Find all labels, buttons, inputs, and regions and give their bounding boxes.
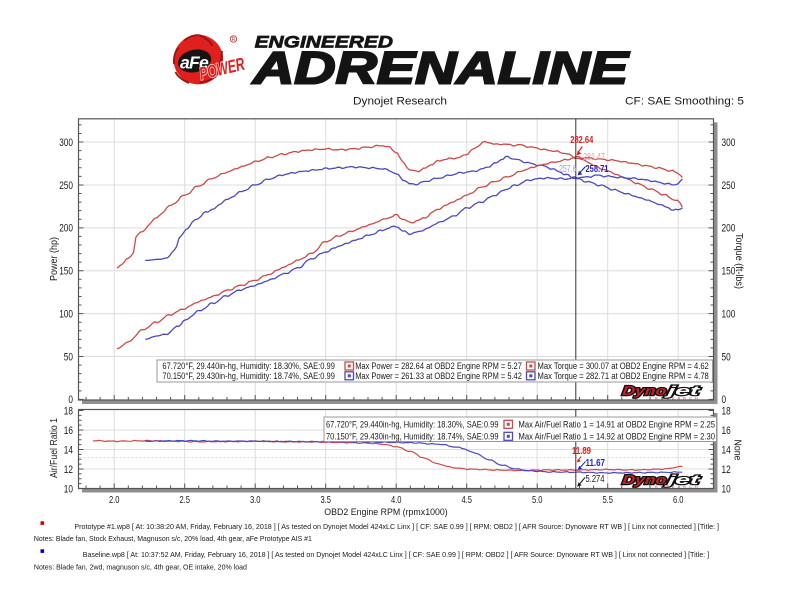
svg-text:11.67: 11.67 <box>586 458 606 469</box>
svg-text:Max Air/Fuel Ratio 1 = 14.92 a: Max Air/Fuel Ratio 1 = 14.92 at OBD2 Eng… <box>519 431 716 441</box>
svg-text:Dyno: Dyno <box>622 383 668 398</box>
svg-text:10: 10 <box>722 483 731 495</box>
svg-text:2.0: 2.0 <box>109 494 120 506</box>
svg-text:Dynojet Research: Dynojet Research <box>353 95 447 107</box>
svg-text:18: 18 <box>64 405 73 417</box>
svg-text:5.274: 5.274 <box>586 474 605 485</box>
svg-text:2.5: 2.5 <box>179 494 190 506</box>
svg-text:Torque (ft-lbs): Torque (ft-lbs) <box>733 233 744 289</box>
svg-text:100: 100 <box>59 308 73 320</box>
svg-text:200: 200 <box>59 223 73 235</box>
svg-text:14: 14 <box>722 444 731 456</box>
svg-text:3.5: 3.5 <box>320 494 331 506</box>
svg-text:12: 12 <box>722 464 731 476</box>
svg-text:Power (hp): Power (hp) <box>49 237 60 281</box>
svg-text:5.0: 5.0 <box>532 494 543 506</box>
svg-text:50: 50 <box>722 351 731 363</box>
svg-text:Notes: Blade fan, 2wd, magnuso: Notes: Blade fan, 2wd, magnuson s/c, 4th… <box>34 562 247 571</box>
svg-text:jet: jet <box>663 472 701 487</box>
svg-text:Max Power = 261.33 at OBD2 Eng: Max Power = 261.33 at OBD2 Engine RPM = … <box>355 371 522 381</box>
svg-text:70.150°F, 29.430in-hg, Humidit: 70.150°F, 29.430in-hg, Humidity: 18.74%,… <box>162 371 335 381</box>
svg-text:4.5: 4.5 <box>461 494 472 506</box>
svg-text:ADRENALINE: ADRENALINE <box>252 42 631 93</box>
svg-text:282.64: 282.64 <box>570 134 593 146</box>
svg-text:258.71: 258.71 <box>586 163 609 175</box>
svg-text:250: 250 <box>722 180 736 192</box>
svg-text:RESEARCH: RESEARCH <box>655 396 701 400</box>
svg-text:70.150°F, 29.430in-hg, Humidit: 70.150°F, 29.430in-hg, Humidity: 18.74%,… <box>326 431 499 441</box>
svg-text:257.6: 257.6 <box>559 163 577 175</box>
svg-text:150: 150 <box>722 266 736 278</box>
svg-text:16: 16 <box>64 425 73 437</box>
svg-text:250: 250 <box>59 180 73 192</box>
svg-text:300: 300 <box>59 137 73 149</box>
svg-text:10: 10 <box>64 483 73 495</box>
svg-text:Max Torque = 300.07 at OBD2 En: Max Torque = 300.07 at OBD2 Engine RPM =… <box>538 361 709 371</box>
svg-text:50: 50 <box>64 351 73 363</box>
svg-text:RESEARCH: RESEARCH <box>655 485 701 489</box>
svg-text:16: 16 <box>722 425 731 437</box>
svg-text:Air/Fuel Ratio 1: Air/Fuel Ratio 1 <box>49 418 60 478</box>
svg-text:R: R <box>232 37 236 43</box>
svg-text:12: 12 <box>64 464 73 476</box>
svg-text:200: 200 <box>722 223 736 235</box>
svg-text:300: 300 <box>722 137 736 149</box>
svg-text:0: 0 <box>722 394 727 406</box>
svg-text:Dyno: Dyno <box>622 472 668 487</box>
svg-text:0: 0 <box>68 394 73 406</box>
svg-text:Baseline.wp8 [ At: 10:37:52 AM: Baseline.wp8 [ At: 10:37:52 AM, Friday, … <box>83 550 709 559</box>
svg-text:18: 18 <box>722 405 731 417</box>
svg-text:150: 150 <box>59 266 73 278</box>
svg-text:Max Air/Fuel Ratio 1 = 14.91 a: Max Air/Fuel Ratio 1 = 14.91 at OBD2 Eng… <box>519 419 716 429</box>
svg-text:11.89: 11.89 <box>572 446 591 457</box>
svg-text:281.47: 281.47 <box>583 151 605 163</box>
svg-text:67.720°F, 29.440in-hg, Humidit: 67.720°F, 29.440in-hg, Humidity: 18.30%,… <box>162 361 335 371</box>
svg-text:OBD2 Engine RPM (rpmx1000): OBD2 Engine RPM (rpmx1000) <box>324 507 448 518</box>
svg-text:6.0: 6.0 <box>673 494 684 506</box>
svg-text:aFe: aFe <box>180 52 209 72</box>
svg-text:3.0: 3.0 <box>250 494 261 506</box>
svg-text:67.720°F, 29.440in-hg, Humidit: 67.720°F, 29.440in-hg, Humidity: 18.30%,… <box>326 419 499 429</box>
svg-text:5.5: 5.5 <box>602 494 613 506</box>
svg-text:100: 100 <box>722 308 736 320</box>
svg-text:4.0: 4.0 <box>391 494 402 506</box>
svg-text:Notes: Blade fan, Stock Exhaus: Notes: Blade fan, Stock Exhaust, Magnuso… <box>34 534 312 543</box>
svg-text:None: None <box>732 440 743 461</box>
svg-text:Prototype #1.wp8 [ At: 10:38:2: Prototype #1.wp8 [ At: 10:38:20 AM, Frid… <box>74 522 719 531</box>
svg-text:Max Torque = 282.71 at OBD2 En: Max Torque = 282.71 at OBD2 Engine RPM =… <box>538 371 709 381</box>
svg-text:14: 14 <box>64 444 73 456</box>
svg-text:ENGINEERED: ENGINEERED <box>255 33 393 52</box>
svg-text:jet: jet <box>663 383 701 398</box>
svg-text:CF: SAE Smoothing: 5: CF: SAE Smoothing: 5 <box>625 95 744 107</box>
svg-text:Max Power = 282.64 at OBD2 Eng: Max Power = 282.64 at OBD2 Engine RPM = … <box>355 361 522 371</box>
